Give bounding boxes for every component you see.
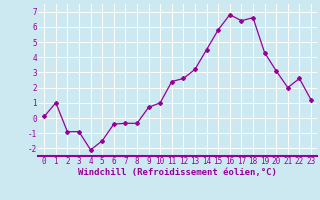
X-axis label: Windchill (Refroidissement éolien,°C): Windchill (Refroidissement éolien,°C) bbox=[78, 168, 277, 177]
